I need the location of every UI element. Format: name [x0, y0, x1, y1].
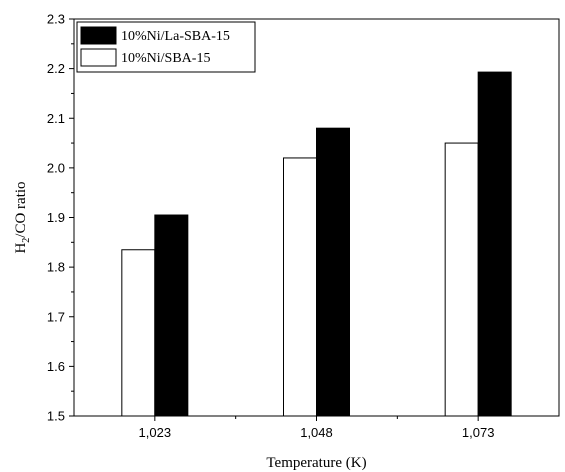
y-tick-label: 2.0 — [47, 160, 65, 175]
legend-label: 10%Ni/SBA-15 — [121, 51, 210, 66]
y-tick-label: 1.7 — [47, 309, 65, 324]
y-tick-label: 2.1 — [47, 111, 65, 126]
y-tick-label: 1.6 — [47, 359, 65, 374]
bar — [154, 214, 189, 417]
y-axis-title-subscript: 2 — [21, 238, 32, 243]
x-axis: 1,023 1,048 1,073 — [139, 416, 495, 440]
bar — [444, 142, 479, 417]
y-tick-label: 1.9 — [47, 210, 65, 225]
y-axis-title-rest: /CO ratio — [13, 181, 29, 237]
y-axis-title-main: H — [13, 243, 29, 254]
bar — [121, 249, 156, 417]
x-axis-title: Temperature (K) — [266, 455, 366, 471]
x-tick-label: 1,073 — [462, 425, 495, 440]
x-tick-label: 1,048 — [300, 425, 333, 440]
x-tick-label: 1,023 — [139, 425, 172, 440]
y-axis: 1.5 1.6 1.7 1.8 1.9 2.0 2.1 2.2 2.3 — [47, 12, 74, 424]
legend-swatch — [80, 26, 117, 45]
bars — [121, 71, 512, 417]
bar — [283, 157, 317, 417]
y-tick-label: 1.5 — [47, 409, 65, 424]
bar — [316, 127, 350, 417]
y-tick-label: 2.2 — [47, 61, 65, 76]
y-tick-label: 1.8 — [47, 260, 65, 275]
legend: 10%Ni/La-SBA-15 10%Ni/SBA-15 — [76, 21, 256, 73]
legend-swatch — [80, 48, 117, 67]
y-axis-title: H2/CO ratio — [13, 181, 32, 253]
y-tick-label: 2.3 — [47, 12, 65, 27]
legend-label: 10%Ni/La-SBA-15 — [121, 29, 230, 44]
bar — [477, 71, 512, 417]
